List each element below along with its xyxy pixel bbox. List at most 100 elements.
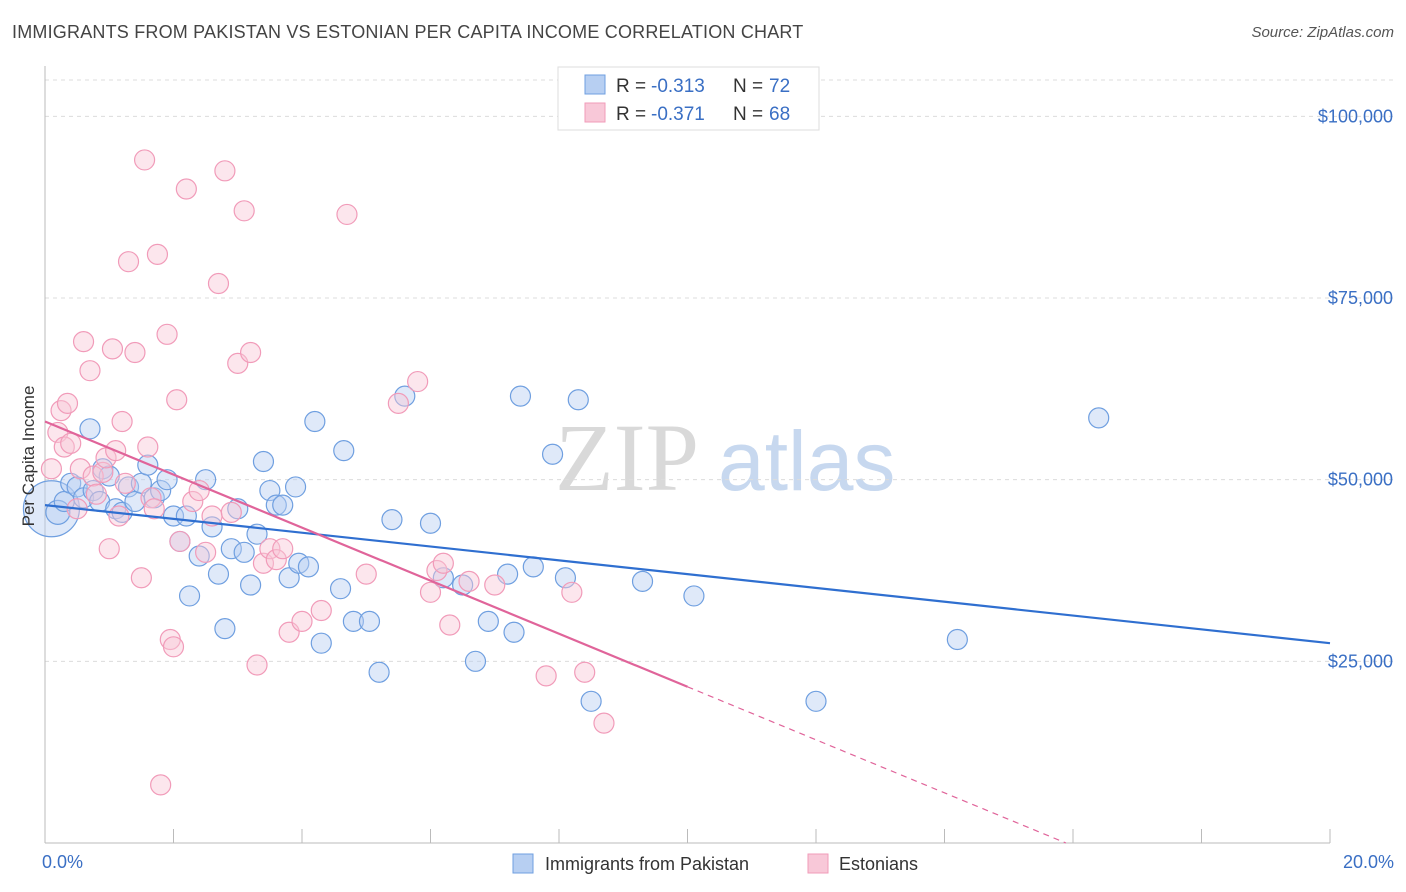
pakistan-point-64 xyxy=(631,570,654,593)
axes xyxy=(44,66,1331,844)
pakistan-point-24 xyxy=(188,545,210,567)
stats-r-label-estonians: R = xyxy=(616,104,646,125)
series-estonians-points xyxy=(40,149,615,796)
pakistan-point-39 xyxy=(284,476,307,498)
pakistan-point-37 xyxy=(272,494,294,516)
pakistan-point-60 xyxy=(541,443,564,465)
watermark-atlas: atlas xyxy=(718,414,895,508)
pakistan-point-62 xyxy=(567,389,589,411)
estonians-point-40 xyxy=(214,160,236,182)
pakistan-point-47 xyxy=(358,610,381,632)
estonians-point-4 xyxy=(56,392,79,414)
pakistan-point-34 xyxy=(252,450,275,473)
estonians-point-55 xyxy=(387,392,409,414)
pakistan-point-6 xyxy=(79,418,101,440)
estonians-point-47 xyxy=(259,538,281,560)
pakistan-point-38 xyxy=(278,567,300,589)
trend-lines xyxy=(44,420,1331,844)
estonians-trend-extension xyxy=(687,686,1067,844)
estonians-point-15 xyxy=(101,338,124,360)
pakistan-point-41 xyxy=(297,556,320,578)
estonians-point-27 xyxy=(146,243,169,265)
legend-swatch-pakistan xyxy=(512,853,534,874)
pakistan-point-3 xyxy=(60,472,82,494)
legend-swatch-estonians xyxy=(807,853,829,874)
pakistan-point-46 xyxy=(342,610,364,632)
chart-title: IMMIGRANTS FROM PAKISTAN VS ESTONIAN PER… xyxy=(12,22,804,42)
estonians-point-32 xyxy=(166,389,188,411)
stats-n-value-estonians: 68 xyxy=(769,104,790,125)
estonians-point-14 xyxy=(98,538,120,560)
estonians-point-39 xyxy=(207,272,230,295)
stats-r-label-pakistan: R = xyxy=(616,76,646,97)
estonians-point-33 xyxy=(169,530,191,553)
estonians-point-26 xyxy=(143,498,165,520)
y-tick-label-1: $50,000 xyxy=(1328,470,1393,490)
estonians-point-43 xyxy=(233,200,255,222)
estonians-point-5 xyxy=(60,432,82,454)
estonians-point-65 xyxy=(574,661,596,683)
estonians-point-35 xyxy=(182,490,204,513)
pakistan-point-67 xyxy=(946,628,968,651)
source-label: Source: ZipAtlas.com xyxy=(1251,24,1394,41)
estonians-point-66 xyxy=(593,712,615,734)
estonians-point-44 xyxy=(240,341,262,364)
pakistan-point-48 xyxy=(368,661,390,683)
estonians-point-51 xyxy=(291,610,313,632)
estonians-point-18 xyxy=(111,410,133,433)
estonians-point-28 xyxy=(150,774,172,796)
stats-legend: R = -0.313 N = 72 R = -0.371 N = 68 xyxy=(557,66,820,131)
watermark-zip: ZIP xyxy=(555,404,699,511)
pakistan-point-57 xyxy=(503,621,525,643)
pakistan-point-36 xyxy=(265,494,287,516)
estonians-point-63 xyxy=(535,665,557,687)
estonians-point-62 xyxy=(484,574,506,596)
estonians-point-23 xyxy=(133,149,156,171)
estonians-point-21 xyxy=(124,341,146,364)
stats-r-value-pakistan: -0.313 xyxy=(651,76,705,97)
y-tick-labels: $25,000 $50,000 $75,000 $100,000 xyxy=(1318,106,1393,671)
estonians-point-37 xyxy=(195,541,217,563)
pakistan-point-28 xyxy=(214,618,236,640)
pakistan-point-31 xyxy=(233,541,255,563)
pakistan-trend-line xyxy=(44,504,1331,645)
estonians-point-22 xyxy=(130,567,152,589)
pakistan-point-63 xyxy=(580,690,602,712)
pakistan-point-7 xyxy=(82,479,104,502)
estonians-trend-line xyxy=(44,420,688,688)
estonians-point-0 xyxy=(40,458,63,480)
estonians-point-49 xyxy=(272,538,294,560)
estonians-point-8 xyxy=(72,331,95,353)
estonians-point-56 xyxy=(407,370,429,393)
estonians-point-64 xyxy=(561,581,583,603)
x-tick-label-0: 0.0% xyxy=(42,852,83,872)
estonians-point-29 xyxy=(156,323,178,345)
pakistan-point-54 xyxy=(464,650,487,672)
estonians-point-17 xyxy=(108,505,130,527)
legend-label-estonians: Estonians xyxy=(839,854,918,874)
estonians-point-53 xyxy=(336,203,358,226)
pakistan-point-20 xyxy=(162,505,185,527)
y-tick-label-2: $75,000 xyxy=(1328,288,1393,308)
pakistan-point-32 xyxy=(240,574,262,596)
estonians-point-48 xyxy=(265,548,287,571)
y-tick-label-0: $25,000 xyxy=(1328,651,1393,671)
pakistan-point-55 xyxy=(477,610,499,632)
pakistan-point-45 xyxy=(333,440,355,462)
estonians-point-52 xyxy=(310,599,332,622)
series-legend: Immigrants from Pakistan Estonians xyxy=(512,853,918,874)
pakistan-point-42 xyxy=(304,410,326,433)
pakistan-point-51 xyxy=(419,512,442,534)
pakistan-point-49 xyxy=(381,509,403,531)
estonians-point-61 xyxy=(458,570,480,593)
pakistan-point-59 xyxy=(522,556,544,578)
gridlines xyxy=(45,79,1394,662)
pakistan-point-43 xyxy=(310,632,332,654)
y-axis-label: Per Capita Income xyxy=(19,386,38,527)
estonians-point-34 xyxy=(175,178,197,200)
estonians-point-45 xyxy=(246,654,268,676)
estonians-point-60 xyxy=(439,614,461,636)
estonians-point-24 xyxy=(137,436,159,458)
y-tick-label-3: $100,000 xyxy=(1318,106,1393,126)
estonians-point-11 xyxy=(85,483,108,505)
